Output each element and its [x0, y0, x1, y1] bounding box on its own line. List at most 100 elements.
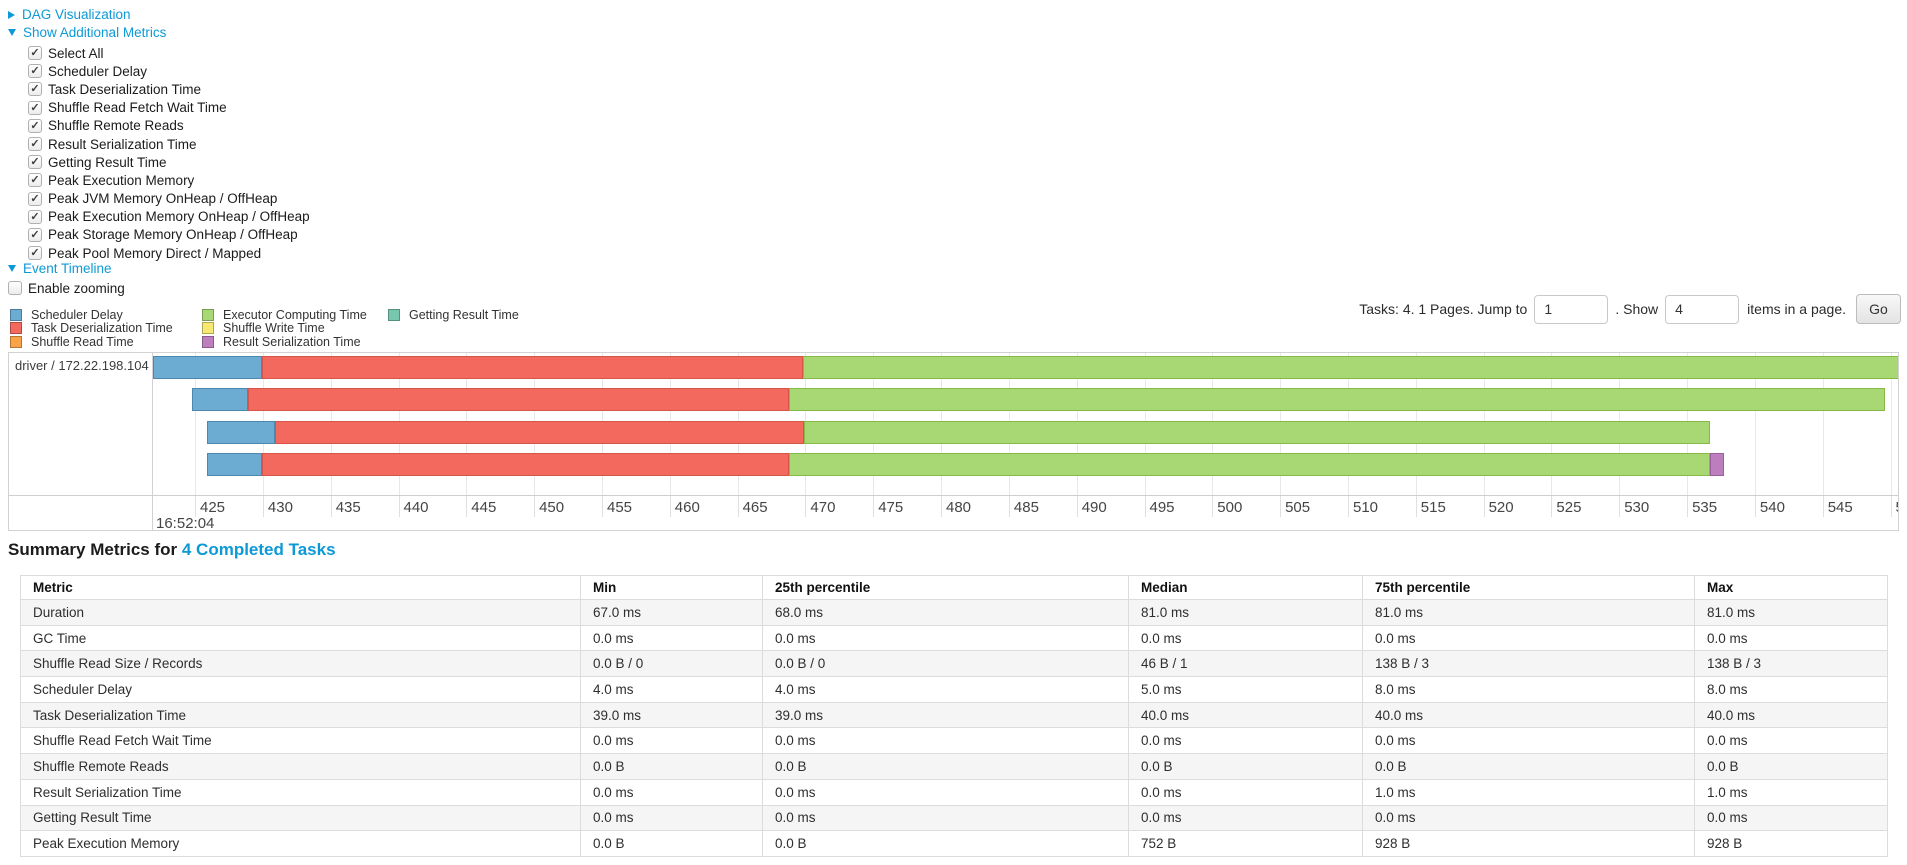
metric-value-cell: 0.0 ms: [762, 778, 1129, 806]
legend-item: Getting Result Time: [388, 308, 519, 322]
metric-value-cell: 0.0 ms: [1128, 624, 1363, 652]
axis-tick-label: 435: [335, 499, 361, 516]
column-header: Max: [1694, 575, 1888, 600]
metric-name-cell: Peak Execution Memory: [20, 830, 581, 857]
metric-value-cell: 1.0 ms: [1694, 778, 1888, 806]
metric-checkbox[interactable]: [28, 246, 42, 261]
jump-to-page-input[interactable]: [1534, 294, 1609, 324]
metric-checkbox[interactable]: [28, 173, 42, 188]
metric-checkbox-label: Peak Execution Memory OnHeap / OffHeap: [48, 209, 310, 225]
metric-checkbox-row: Result Serialization Time: [28, 135, 310, 153]
legend-item: Shuffle Read Time: [10, 335, 173, 349]
legend-item: Scheduler Delay: [10, 308, 173, 322]
summary-metrics-table-wrap: Metric Min 25th percentile Median 75th perce…: [20, 575, 1888, 857]
metric-name-cell: Result Serialization Time: [20, 778, 581, 806]
event-timeline-toggle[interactable]: Event Timeline: [8, 261, 112, 276]
legend-item-label: Getting Result Time: [409, 307, 519, 322]
metric-checkbox[interactable]: [28, 100, 42, 115]
summary-metrics-table: Metric Min 25th percentile Median 75th perce…: [20, 575, 1888, 857]
axis-tick-mark: [1212, 496, 1214, 517]
summary-metrics-title: Summary Metrics for 4 Completed Tasks: [8, 540, 336, 560]
metric-value-cell: 0.0 B: [1694, 753, 1888, 780]
table-row: GC Time 0.0 ms 0.0 ms 0.0 ms 0.0 ms 0.0 ms: [20, 624, 1888, 652]
metric-value-cell: 0.0 ms: [1128, 727, 1363, 755]
legend-item: Shuffle Write Time: [202, 321, 367, 335]
metric-checkbox[interactable]: [28, 155, 42, 170]
metric-checkbox[interactable]: [28, 191, 42, 206]
enable-zooming-checkbox[interactable]: [8, 281, 22, 296]
completed-tasks-link[interactable]: 4 Completed Tasks: [181, 540, 336, 559]
metric-checkbox[interactable]: [28, 209, 42, 224]
metric-checkbox-label: Getting Result Time: [48, 154, 167, 170]
event-timeline-chart: driver / 172.22.198.104 425 430 435 440 445 4…: [8, 352, 1899, 531]
axis-tick-mark: [1822, 496, 1824, 517]
dag-visualization-toggle[interactable]: DAG Visualization: [8, 7, 131, 22]
axis-tick-mark: [602, 496, 603, 517]
metric-value-cell: 0.0 B / 0: [580, 650, 763, 678]
table-row: Result Serialization Time 0.0 ms 0.0 ms 0.0…: [20, 778, 1888, 806]
metric-name-cell: Getting Result Time: [20, 804, 581, 832]
timeline-axis: 425 430 435 440 445 450 455 460 465 470 475 480 485 4…: [9, 495, 1898, 530]
metric-checkbox[interactable]: [28, 118, 42, 133]
metric-value-cell: 0.0 ms: [580, 727, 763, 755]
metric-value-cell: 0.0 ms: [1128, 778, 1363, 806]
go-button[interactable]: Go: [1856, 294, 1901, 324]
metric-value-cell: 0.0 ms: [580, 624, 763, 652]
metric-value-cell: 0.0 B: [1362, 753, 1695, 780]
axis-tick-mark: [1415, 496, 1417, 517]
axis-tick-label: 450: [539, 499, 565, 516]
axis-tick-mark: [805, 496, 807, 517]
metric-checkbox[interactable]: [28, 46, 42, 61]
metric-checkbox-row: Peak Execution Memory: [28, 171, 310, 189]
axis-tick-mark: [1008, 496, 1010, 517]
metric-name-cell: Shuffle Read Fetch Wait Time: [20, 727, 581, 755]
pagination-summary-text: Tasks: 4. 1 Pages. Jump to: [1359, 301, 1528, 317]
legend-column: Scheduler Delay Task Deserialization Time…: [10, 308, 173, 349]
metric-checkbox-label: Shuffle Remote Reads: [48, 118, 184, 134]
axis-tick-label: 535: [1692, 499, 1718, 516]
axis-tick-label: 530: [1624, 499, 1650, 516]
metric-checkbox[interactable]: [28, 137, 42, 152]
metric-checkbox-label: Peak Pool Memory Direct / Mapped: [48, 245, 262, 261]
axis-tick-label: 470: [810, 499, 836, 516]
legend-column: Getting Result Time: [388, 308, 519, 322]
gridline: [195, 353, 196, 495]
metric-value-cell: 4.0 ms: [580, 676, 763, 703]
axis-tick-label: 500: [1217, 499, 1243, 516]
metric-value-cell: 40.0 ms: [1128, 701, 1363, 729]
column-header: Min: [580, 575, 763, 600]
gridline: [1754, 353, 1756, 495]
metric-value-cell: 0.0 ms: [1694, 804, 1888, 832]
metric-value-cell: 0.0 ms: [580, 804, 763, 832]
metric-checkbox[interactable]: [28, 227, 42, 242]
axis-tick-label: 510: [1353, 499, 1379, 516]
metric-checkbox-row: Scheduler Delay: [28, 62, 310, 80]
metric-checkbox[interactable]: [28, 82, 42, 97]
axis-tick-label: 445: [471, 499, 497, 516]
metric-value-cell: 1.0 ms: [1362, 778, 1695, 806]
table-row: Scheduler Delay 4.0 ms 4.0 ms 5.0 ms 8.0 ms 8…: [20, 676, 1888, 703]
metric-value-cell: 928 B: [1694, 830, 1888, 857]
axis-tick-label: 490: [1081, 499, 1107, 516]
gridline: [1822, 353, 1824, 495]
gridline: [1890, 353, 1892, 495]
task-bar-task-deserialization: [247, 388, 790, 411]
axis-tick-mark: [873, 496, 875, 517]
metric-checkbox-label: Peak Storage Memory OnHeap / OffHeap: [48, 227, 298, 243]
enable-zooming-row: Enable zooming: [8, 279, 125, 297]
metric-value-cell: 8.0 ms: [1694, 676, 1888, 703]
metric-value-cell: 0.0 ms: [1694, 624, 1888, 652]
axis-tick-mark: [1280, 496, 1282, 517]
items-per-page-input[interactable]: [1665, 294, 1740, 324]
axis-tick-mark: [534, 496, 536, 517]
axis-tick-label: 525: [1556, 499, 1582, 516]
legend-item-label: Task Deserialization Time: [31, 321, 173, 336]
task-bar-scheduler-delay: [207, 453, 262, 476]
axis-tick-mark: [466, 496, 468, 517]
executor-computing-swatch-icon: [202, 308, 214, 321]
show-additional-metrics-toggle[interactable]: Show Additional Metrics: [8, 25, 166, 40]
show-additional-metrics-label: Show Additional Metrics: [23, 25, 167, 40]
metric-checkbox[interactable]: [28, 64, 42, 79]
metric-checkbox-label: Task Deserialization Time: [48, 81, 202, 97]
task-bar-scheduler-delay: [153, 356, 262, 379]
